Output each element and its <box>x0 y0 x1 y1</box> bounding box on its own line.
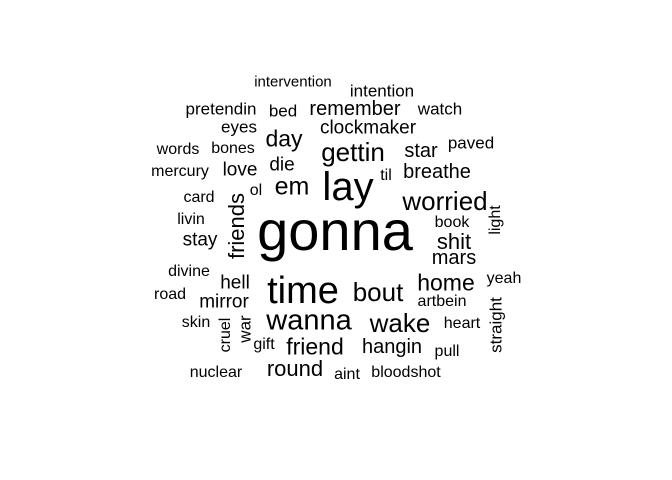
word-intention: intention <box>349 81 415 101</box>
word-em: em <box>274 172 310 201</box>
word-light: light <box>487 205 504 235</box>
word-livin: livin <box>177 211 205 228</box>
word-mars: mars <box>431 247 477 269</box>
word-yeah: yeah <box>486 270 522 287</box>
word-home: home <box>417 269 475 296</box>
word-divine: divine <box>168 263 210 280</box>
word-die: die <box>269 154 295 176</box>
word-hangin: hangin <box>361 336 423 358</box>
word-hell: hell <box>220 272 250 294</box>
word-time: time <box>267 270 339 312</box>
word-paved: paved <box>447 133 495 153</box>
word-aint: aint <box>334 366 360 383</box>
word-bout: bout <box>352 277 404 307</box>
word-intervention: intervention <box>254 73 332 91</box>
word-star: star <box>404 140 438 162</box>
word-book: book <box>434 214 470 231</box>
word-wanna: wanna <box>266 304 352 337</box>
word-friend: friend <box>286 333 344 360</box>
word-clockmaker: clockmaker <box>319 117 417 139</box>
word-war: war <box>235 315 255 343</box>
word-friends: friends <box>224 192 249 260</box>
word-words: words <box>156 141 200 158</box>
word-gift: gift <box>253 336 275 353</box>
word-heart: heart <box>443 315 481 332</box>
word-shit: shit <box>436 229 472 254</box>
word-nuclear: nuclear <box>189 364 243 381</box>
word-remember: remember <box>309 98 401 120</box>
word-bloodshot: bloodshot <box>371 364 441 381</box>
word-ol: ol <box>249 182 263 199</box>
word-bones: bones <box>211 140 255 157</box>
word-wake: wake <box>369 308 431 338</box>
word-cruel: cruel <box>217 317 234 353</box>
word-lay: lay <box>322 165 374 209</box>
word-mercury: mercury <box>151 163 209 180</box>
word-stay: stay <box>182 229 218 251</box>
word-road: road <box>153 286 187 303</box>
word-day: day <box>265 125 303 152</box>
word-worried: worried <box>402 186 488 216</box>
word-pretendin: pretendin <box>185 99 257 119</box>
word-love: love <box>222 159 258 181</box>
word-card: card <box>183 189 215 206</box>
word-bed: bed <box>268 101 298 121</box>
word-straight: straight <box>486 297 506 353</box>
word-gonna: gonna <box>257 199 413 262</box>
word-watch: watch <box>417 99 463 119</box>
word-breathe: breathe <box>403 161 471 183</box>
word-skin: skin <box>181 314 211 331</box>
word-eyes: eyes <box>221 117 257 137</box>
word-gettin: gettin <box>321 137 385 167</box>
word-til: til <box>380 167 392 184</box>
word-artbein: artbein <box>417 293 467 310</box>
word-round: round <box>266 356 324 381</box>
word-pull: pull <box>434 343 460 360</box>
word-mirror: mirror <box>199 291 249 313</box>
